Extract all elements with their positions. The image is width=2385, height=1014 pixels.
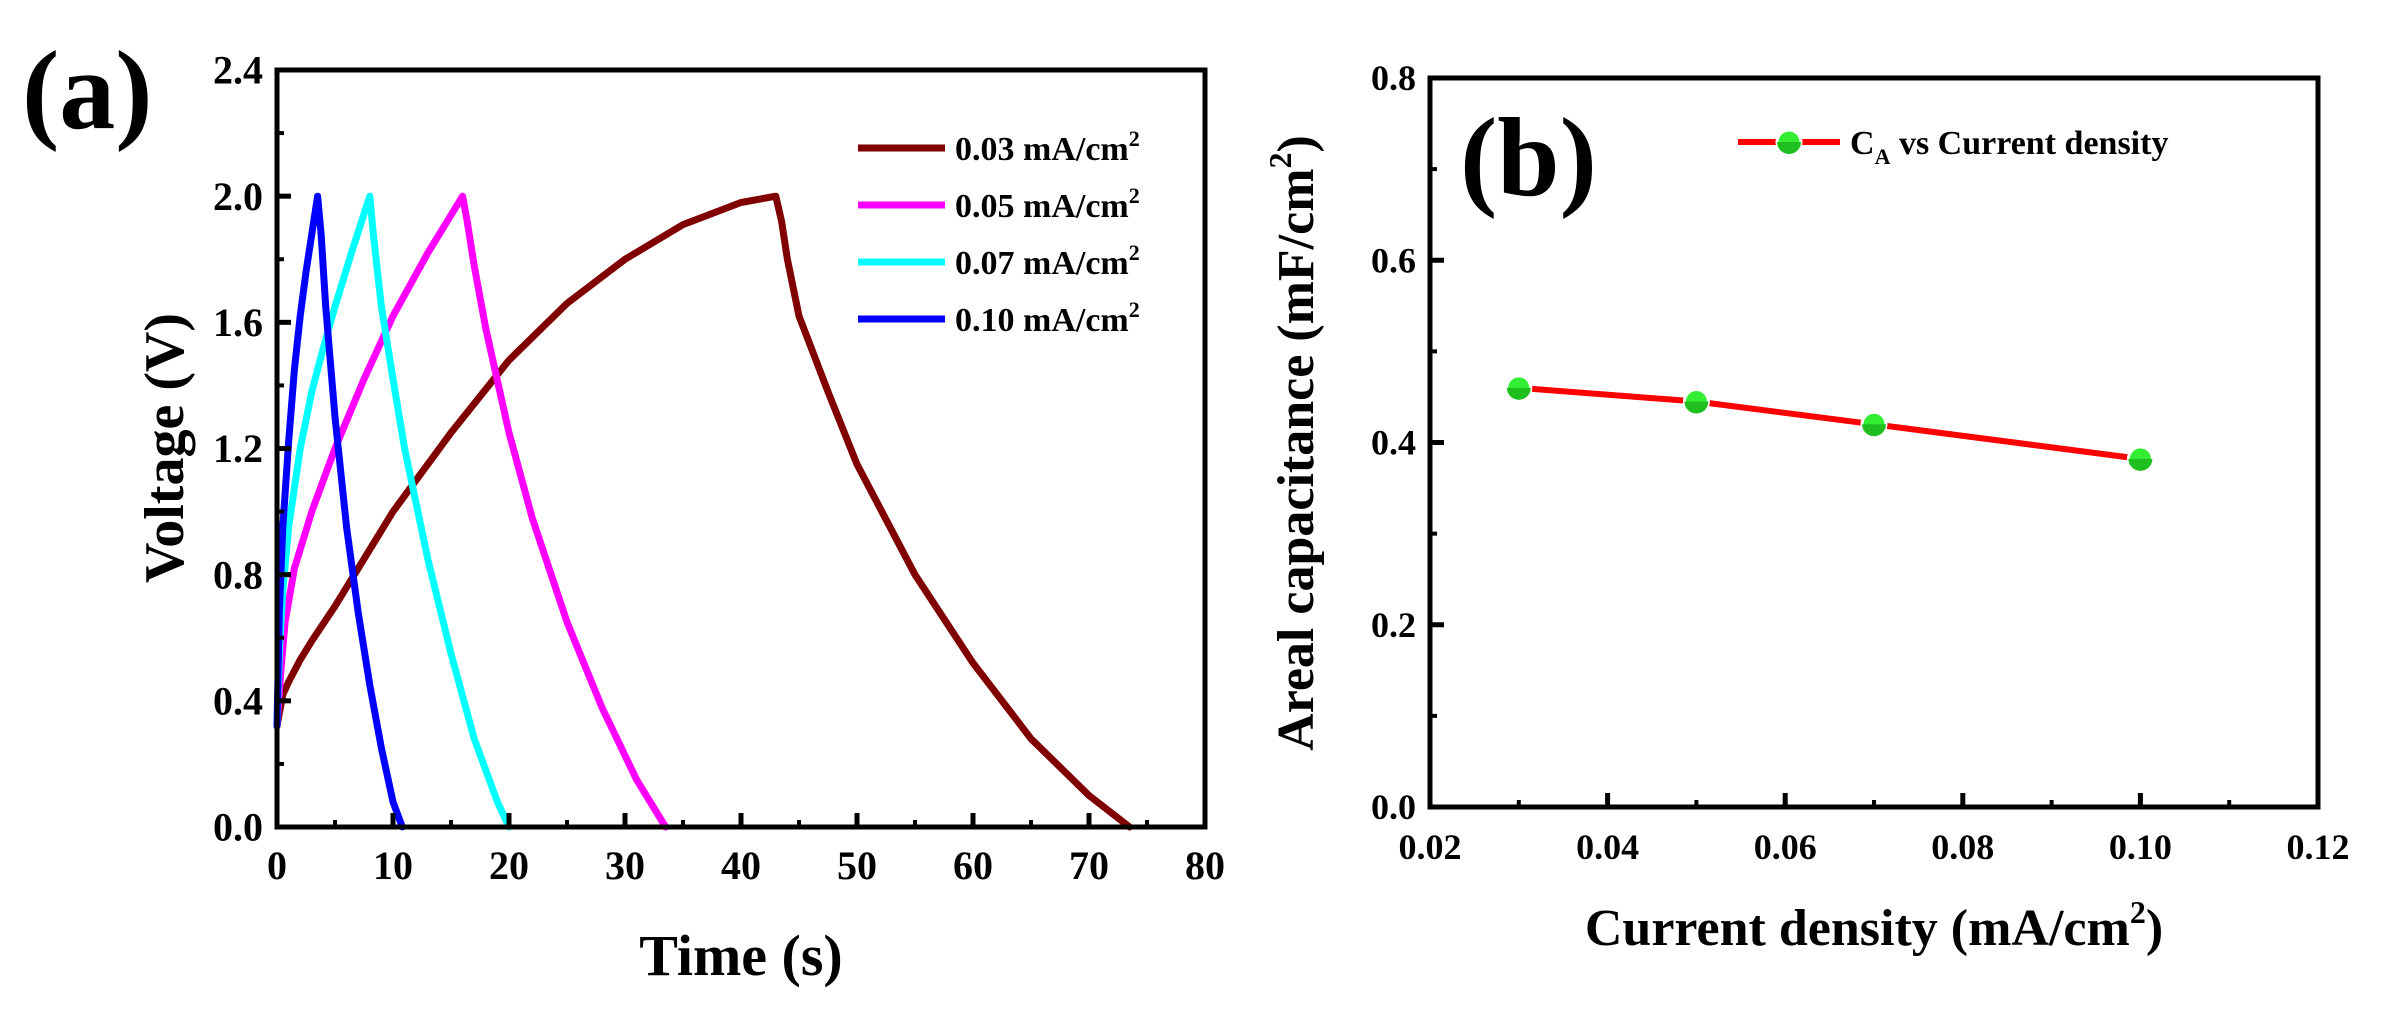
panel-b-ylabel: Areal capacitance (mF/cm2) [1262, 135, 1325, 751]
data-point-marker-shade [2128, 458, 2153, 471]
legend-label-1: 0.05 mA/cm2 [955, 183, 1140, 225]
panel-b-xlabel-end: ) [2146, 900, 2163, 957]
x-tick-label: 40 [721, 843, 761, 888]
data-point-marker-shade [1862, 424, 1886, 437]
legend-label-part: A [1875, 144, 1891, 169]
x-tick-label: 0.08 [1931, 827, 1994, 867]
x-tick-label: 0.10 [2109, 827, 2172, 867]
legend-label-text: 0.03 mA/cm [955, 131, 1129, 168]
y-tick-label: 0.8 [213, 552, 263, 597]
legend-label-2: 0.07 mA/cm2 [955, 240, 1140, 282]
panel-a-label: (a) [22, 29, 153, 153]
legend-label-text: 0.10 mA/cm [955, 302, 1129, 339]
x-tick-label: 10 [373, 843, 413, 888]
panel-b-xlabel: Current density (mA/cm2) [1585, 894, 2163, 957]
panel-a: (a) 0 10 20 30 40 50 60 70 80 0.0 0.4 0.8 1.2 1.6 2.0 2… [22, 29, 1225, 988]
x-tick-label: 30 [605, 843, 645, 888]
data-point-marker-shade [1506, 387, 1531, 400]
legend-label-sup: 2 [1129, 183, 1140, 208]
panel-a-xlabel: Time (s) [639, 923, 843, 988]
panel-b-xlabel-sup: 2 [2130, 894, 2146, 930]
panel-b-plot-area [1505, 374, 2154, 473]
legend-label-part: vs Current density [1890, 125, 2168, 162]
series-line-0 [273, 192, 1134, 831]
legend-marker-shade [1777, 142, 1801, 154]
y-tick-label: 0.0 [213, 805, 263, 850]
panel-a-axes-frame [274, 67, 1208, 830]
legend-label-text: 0.05 mA/cm [955, 188, 1129, 225]
y-tick-label: 0.4 [213, 678, 263, 723]
legend-label-0: 0.03 mA/cm2 [955, 126, 1140, 168]
y-tick-label: 2.4 [213, 48, 263, 93]
y-tick-label: 0.6 [1371, 240, 1416, 280]
y-tick-label: 1.2 [213, 426, 263, 471]
series-line-2 [273, 192, 513, 831]
panel-b-ylabel-main: Areal capacitance (mF/cm [1268, 168, 1325, 750]
legend-label: CA vs Current density [1850, 125, 2168, 169]
y-tick-label: 0.0 [1371, 787, 1416, 827]
x-tick-label: 0.02 [1399, 827, 1462, 867]
panel-b-ylabel-sup: 2 [1262, 152, 1298, 168]
data-point-marker-shade [1684, 401, 1709, 414]
y-tick-label: 0.8 [1371, 58, 1416, 98]
series-line-3 [273, 192, 406, 831]
panel-a-ticks: 0 10 20 30 40 50 60 70 80 0.0 0.4 0.8 1.2 1.6 2.0 2.4 [213, 48, 1225, 888]
panel-a-ylabel: Voltage (V) [134, 313, 196, 583]
x-tick-label: 20 [489, 843, 529, 888]
series-line-0 [1518, 384, 2141, 462]
panel-b-xlabel-main: Current density (mA/cm [1585, 900, 2130, 957]
legend-label-3: 0.10 mA/cm2 [955, 297, 1140, 339]
legend-label-sup: 2 [1129, 297, 1140, 322]
panel-b-ticks: 0.02 0.04 0.06 0.08 0.10 0.12 0.0 0.2 0.4 0.6 0.8 [1371, 58, 2350, 867]
legend-label-part: C [1850, 125, 1875, 162]
legend-label-sup: 2 [1129, 126, 1140, 151]
panel-a-plot-area [273, 192, 1134, 831]
y-tick-label: 2.0 [213, 174, 263, 219]
panel-b-legend: CA vs Current density [1738, 125, 2168, 169]
series-line-1 [273, 192, 670, 831]
x-tick-label: 80 [1185, 843, 1225, 888]
x-tick-label: 0.04 [1576, 827, 1639, 867]
x-tick-label: 0 [267, 843, 287, 888]
y-tick-label: 0.4 [1371, 423, 1416, 463]
x-tick-label: 0.12 [2287, 827, 2350, 867]
y-tick-label: 1.6 [213, 300, 263, 345]
panel-b-ylabel-end: ) [1268, 135, 1325, 152]
x-tick-label: 70 [1069, 843, 1109, 888]
y-tick-label: 0.2 [1371, 605, 1416, 645]
legend-label-sup: 2 [1129, 240, 1140, 265]
x-tick-label: 0.06 [1754, 827, 1817, 867]
x-tick-label: 60 [953, 843, 993, 888]
x-tick-label: 50 [837, 843, 877, 888]
legend-label-text: 0.07 mA/cm [955, 245, 1129, 282]
panel-b-label: (b) [1460, 96, 1597, 220]
panel-b: (b) 0.02 0.04 0.06 0.08 0.10 0.12 0.0 0.2 0.4 0.6… [1262, 58, 2350, 957]
